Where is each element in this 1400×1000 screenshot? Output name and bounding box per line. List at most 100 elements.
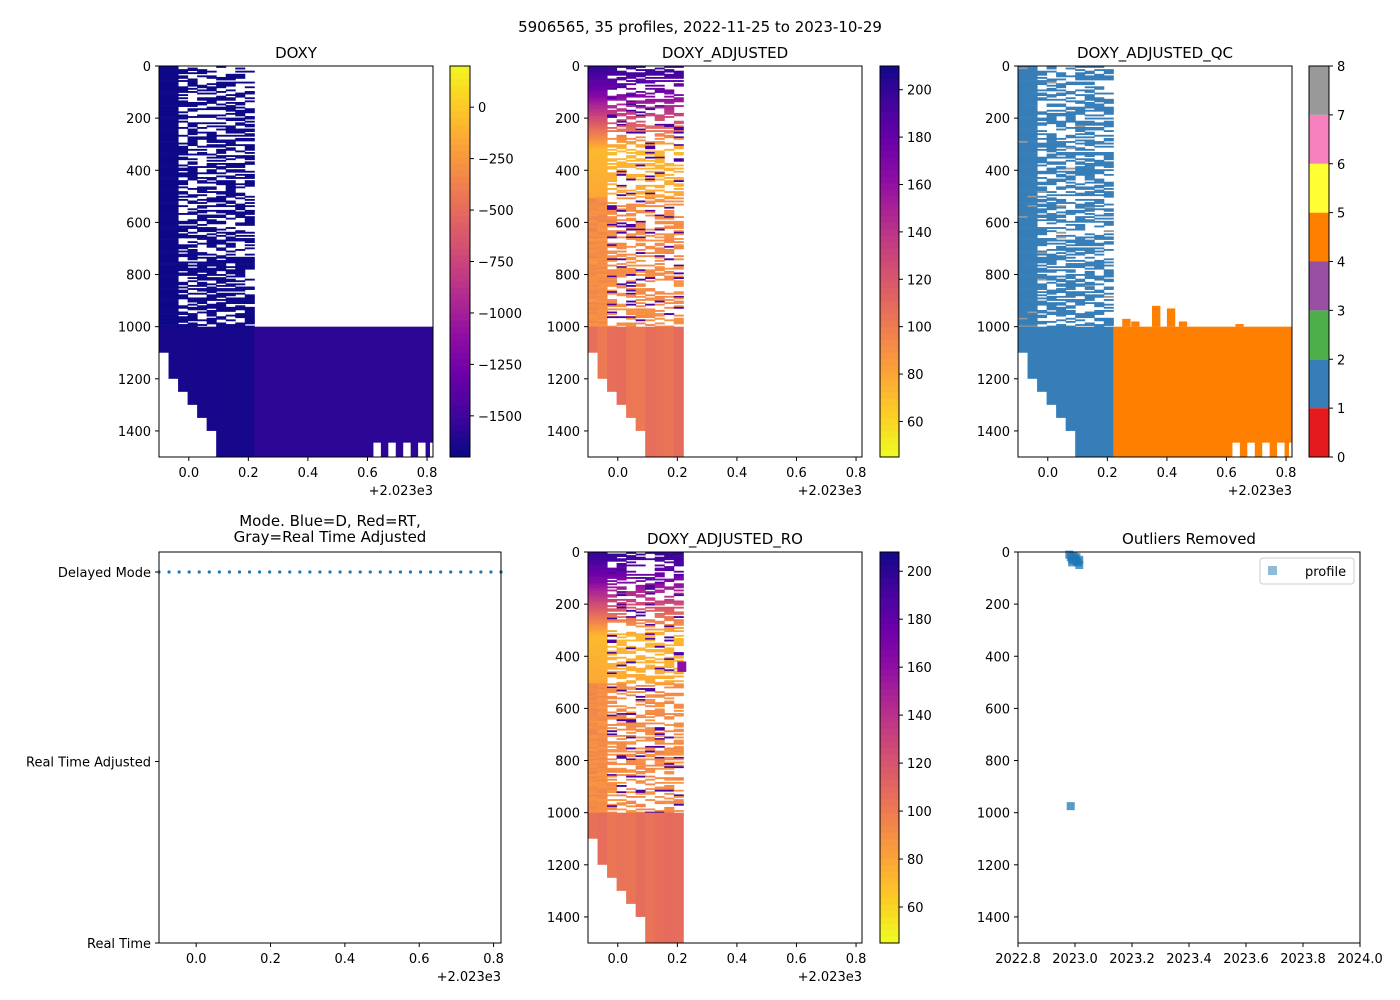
heat-cell xyxy=(588,141,599,143)
heat-cell xyxy=(225,284,236,287)
heat-cell xyxy=(159,128,170,131)
heat-cell xyxy=(616,686,627,689)
heat-cell xyxy=(616,578,627,581)
heat-cell xyxy=(1094,205,1105,208)
heat-cell xyxy=(216,195,227,198)
heat-cell xyxy=(626,294,637,297)
heat-cell xyxy=(664,580,675,583)
heat-cell xyxy=(1018,206,1029,209)
heat-cell xyxy=(673,653,684,656)
outlier-point xyxy=(1068,558,1077,567)
heat-cell xyxy=(1103,137,1114,140)
heat-cell xyxy=(616,605,627,608)
colorbar-segment xyxy=(450,352,470,360)
heat-cell xyxy=(197,223,208,226)
heat-cell xyxy=(1018,200,1029,203)
heat-cell xyxy=(1094,325,1105,328)
heat-cell xyxy=(159,272,170,275)
heat-cell xyxy=(664,767,675,770)
colorbar-tick-label: 60 xyxy=(907,415,924,430)
heat-cell xyxy=(1027,108,1038,111)
heat-cell xyxy=(197,274,208,276)
heat-cell xyxy=(616,756,627,759)
heat-cell xyxy=(607,555,618,557)
heat-cell xyxy=(645,255,656,258)
colorbar-tick-label: 120 xyxy=(907,273,932,288)
heat-cell xyxy=(654,70,665,73)
heat-cell xyxy=(1027,97,1038,100)
heat-cell xyxy=(206,270,217,273)
heat-cell xyxy=(664,677,675,679)
heat-cell xyxy=(206,83,217,86)
heat-cell xyxy=(197,269,208,272)
heat-cell xyxy=(616,728,627,731)
heat-cell xyxy=(1018,98,1029,101)
heat-cell xyxy=(607,786,618,789)
heat-cell xyxy=(159,125,170,128)
heat-cell xyxy=(187,220,198,223)
heat-cell xyxy=(225,148,236,151)
heat-cell xyxy=(607,80,618,82)
heat-cell xyxy=(1094,164,1105,167)
heat-cell xyxy=(1027,142,1038,145)
heat-cell xyxy=(168,130,179,132)
heat-cell xyxy=(1075,316,1086,319)
heat-cell xyxy=(1094,278,1105,281)
heat-cell xyxy=(1018,97,1029,100)
colorbar-segment xyxy=(880,345,899,354)
heat-cell xyxy=(645,270,656,273)
heat-cell xyxy=(635,284,646,287)
heat-cell xyxy=(178,147,189,150)
heat-cell xyxy=(1056,105,1067,107)
heat-cell xyxy=(588,281,599,284)
heat-cell xyxy=(635,699,646,701)
heat-cell xyxy=(597,598,608,601)
heat-cell xyxy=(597,617,608,620)
heat-cell xyxy=(1056,152,1067,154)
heat-cell xyxy=(607,559,618,562)
heat-cell xyxy=(597,161,608,164)
heat-cell xyxy=(635,130,646,132)
heat-cell xyxy=(1046,141,1057,143)
heat-cell xyxy=(626,272,637,275)
heat-cell xyxy=(1056,187,1067,190)
heat-cell xyxy=(1037,159,1048,162)
heat-cell xyxy=(1027,130,1038,132)
heat-cell xyxy=(635,589,646,592)
heat-cell xyxy=(1018,214,1029,217)
heat-cell xyxy=(588,272,599,275)
colorbar-tick-label: 4 xyxy=(1337,256,1345,271)
heat-cell xyxy=(607,244,618,247)
mode-point xyxy=(358,570,362,574)
heat-cell xyxy=(588,175,599,178)
heat-cell xyxy=(187,288,198,290)
heat-cell xyxy=(654,73,665,76)
heat-cell xyxy=(159,239,170,242)
heat-cell xyxy=(588,744,599,747)
heat-cell xyxy=(654,313,665,315)
colorbar-segment xyxy=(880,551,899,559)
heat-cell xyxy=(178,267,189,270)
heat-cell xyxy=(597,153,608,156)
heat-cell xyxy=(244,116,255,118)
heat-cell xyxy=(1046,222,1057,225)
heat-cell xyxy=(1037,161,1048,164)
heat-cell xyxy=(597,84,608,87)
heat-cell xyxy=(588,144,599,147)
heat-cell xyxy=(673,659,684,662)
colorbar-segment xyxy=(450,235,470,243)
heat-cell xyxy=(1037,189,1048,192)
heat-cell xyxy=(673,100,684,103)
heat-cell xyxy=(1018,173,1029,176)
heat-cell xyxy=(235,111,246,114)
heat-cell xyxy=(168,156,179,159)
heat-cell xyxy=(1027,299,1038,301)
heat-cell xyxy=(1094,259,1105,262)
heat-cell xyxy=(159,119,170,122)
heat-cell xyxy=(635,175,646,178)
heat-cell xyxy=(607,799,618,801)
heat-cell xyxy=(673,555,684,557)
heat-cell xyxy=(664,647,675,650)
x-tick-label: 0.6 xyxy=(1216,466,1237,481)
heat-cell xyxy=(597,577,608,579)
